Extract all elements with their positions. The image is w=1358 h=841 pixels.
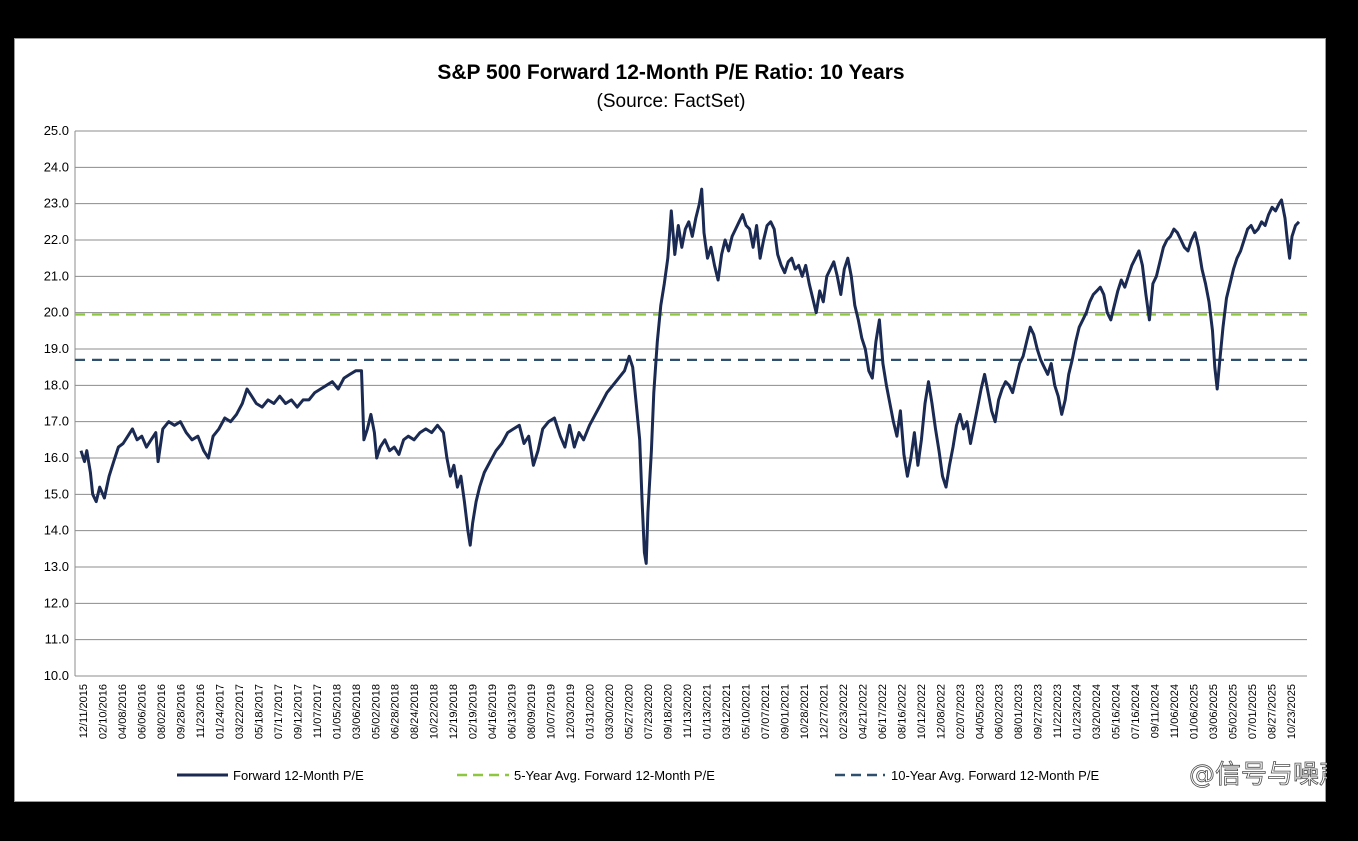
y-tick-label: 14.0 xyxy=(44,523,69,538)
x-tick-label: 12/03/2019 xyxy=(565,684,577,739)
y-tick-label: 13.0 xyxy=(44,559,69,574)
x-tick-label: 05/02/2018 xyxy=(370,684,382,739)
x-tick-label: 07/07/2021 xyxy=(760,684,772,739)
y-tick-label: 21.0 xyxy=(44,268,69,283)
x-tick-label: 03/06/2025 xyxy=(1208,684,1220,739)
x-tick-label: 11/06/2024 xyxy=(1169,684,1181,738)
x-tick-label: 08/24/2018 xyxy=(409,684,421,739)
x-tick-label: 06/13/2019 xyxy=(507,684,519,739)
chart-frame: S&P 500 Forward 12-Month P/E Ratio: 10 Y… xyxy=(14,38,1327,802)
x-tick-label: 10/23/2025 xyxy=(1286,684,1298,739)
x-tick-label: 10/07/2019 xyxy=(546,684,558,739)
y-tick-label: 10.0 xyxy=(44,668,69,683)
x-tick-label: 09/27/2023 xyxy=(1033,684,1045,739)
x-tick-label: 07/01/2025 xyxy=(1247,684,1259,739)
x-tick-label: 12/11/2015 xyxy=(78,684,90,738)
x-tick-label: 03/30/2020 xyxy=(604,684,616,739)
x-tick-label: 04/16/2019 xyxy=(487,684,499,739)
y-tick-label: 24.0 xyxy=(44,159,69,174)
y-tick-label: 11.0 xyxy=(45,632,69,647)
x-tick-label: 05/16/2024 xyxy=(1111,684,1123,739)
x-tick-label: 02/10/2016 xyxy=(97,684,109,739)
chart-title: S&P 500 Forward 12-Month P/E Ratio: 10 Y… xyxy=(437,61,904,84)
x-tick-label: 09/28/2016 xyxy=(175,684,187,739)
x-tick-label: 06/06/2016 xyxy=(136,684,148,739)
x-tick-label: 11/13/2020 xyxy=(682,684,694,738)
y-tick-label: 15.0 xyxy=(44,486,69,501)
x-tick-label: 01/13/2021 xyxy=(701,684,713,739)
y-tick-label: 20.0 xyxy=(44,305,69,320)
x-tick-label: 08/02/2016 xyxy=(156,684,168,739)
x-tick-label: 07/16/2024 xyxy=(1130,684,1142,739)
x-tick-label: 10/22/2018 xyxy=(429,684,441,739)
y-tick-label: 18.0 xyxy=(44,377,69,392)
x-axis-ticks: 12/11/2015 02/10/2016 04/08/2016 06/06/2016… xyxy=(78,684,1298,739)
x-tick-label: 06/17/2022 xyxy=(877,684,889,739)
x-tick-label: 09/11/2024 xyxy=(1150,684,1162,738)
x-tick-label: 08/01/2023 xyxy=(1013,684,1025,739)
series-forward-pe xyxy=(79,187,1301,565)
x-tick-label: 09/18/2020 xyxy=(663,684,675,739)
chart: S&P 500 Forward 12-Month P/E Ratio: 10 Y… xyxy=(44,61,1327,790)
legend-label-pe: Forward 12-Month P/E xyxy=(233,768,364,783)
x-tick-label: 01/31/2020 xyxy=(585,684,597,739)
x-tick-label: 04/08/2016 xyxy=(117,684,129,739)
x-tick-label: 02/07/2023 xyxy=(955,684,967,739)
x-tick-label: 05/10/2021 xyxy=(740,684,752,739)
y-tick-label: 17.0 xyxy=(44,414,69,429)
x-tick-label: 11/23/2016 xyxy=(195,684,207,738)
x-tick-label: 09/12/2017 xyxy=(292,684,304,739)
x-tick-label: 01/05/2018 xyxy=(331,684,343,739)
x-tick-label: 05/02/2025 xyxy=(1228,684,1240,739)
x-tick-label: 12/19/2018 xyxy=(448,684,460,739)
series-layer xyxy=(75,187,1307,565)
legend-label-5yr: 5-Year Avg. Forward 12-Month P/E xyxy=(514,768,715,783)
x-tick-label: 12/08/2022 xyxy=(935,684,947,739)
x-tick-label: 04/21/2022 xyxy=(857,684,869,739)
x-tick-label: 10/28/2021 xyxy=(799,684,811,739)
y-tick-label: 25.0 xyxy=(44,123,69,138)
legend-label-10yr: 10-Year Avg. Forward 12-Month P/E xyxy=(891,768,1099,783)
x-tick-label: 03/12/2021 xyxy=(721,684,733,739)
x-tick-label: 09/01/2021 xyxy=(779,684,791,739)
x-tick-label: 07/17/2017 xyxy=(273,684,285,739)
x-tick-label: 06/28/2018 xyxy=(390,684,402,739)
x-tick-label: 05/27/2020 xyxy=(624,684,636,739)
x-tick-label: 06/02/2023 xyxy=(994,684,1006,739)
y-tick-label: 16.0 xyxy=(44,450,69,465)
x-tick-label: 05/18/2017 xyxy=(253,684,265,739)
y-tick-label: 22.0 xyxy=(44,232,69,247)
legend: Forward 12-Month P/E 5-Year Avg. Forward… xyxy=(177,768,1099,783)
x-tick-label: 03/06/2018 xyxy=(351,684,363,739)
y-tick-label: 19.0 xyxy=(44,341,69,356)
y-tick-label: 12.0 xyxy=(44,595,69,610)
x-tick-label: 11/07/2017 xyxy=(312,684,324,738)
gridlines xyxy=(74,130,1307,677)
x-tick-label: 01/23/2024 xyxy=(1072,684,1084,739)
x-tick-label: 12/27/2021 xyxy=(818,684,830,739)
watermark: @信号与噪声 xyxy=(1189,760,1327,790)
x-tick-label: 11/22/2023 xyxy=(1052,684,1064,738)
chart-subtitle: (Source: FactSet) xyxy=(597,91,746,112)
x-tick-label: 04/05/2023 xyxy=(974,684,986,739)
x-tick-label: 08/27/2025 xyxy=(1267,684,1279,739)
y-tick-label: 23.0 xyxy=(44,196,69,211)
x-tick-label: 08/16/2022 xyxy=(896,684,908,739)
x-tick-label: 01/24/2017 xyxy=(214,684,226,739)
x-tick-label: 03/20/2024 xyxy=(1091,684,1103,739)
x-tick-label: 02/19/2019 xyxy=(468,684,480,739)
x-tick-label: 10/12/2022 xyxy=(916,684,928,739)
x-tick-label: 03/22/2017 xyxy=(234,684,246,739)
x-tick-label: 07/23/2020 xyxy=(643,684,655,739)
y-axis-ticks: 25.0 24.0 23.0 22.0 21.0 20.0 19.0 18.0 17.0 16.0… xyxy=(44,123,69,683)
x-tick-label: 08/09/2019 xyxy=(526,684,538,739)
x-tick-label: 02/23/2022 xyxy=(838,684,850,739)
x-tick-label: 01/06/2025 xyxy=(1189,684,1201,739)
